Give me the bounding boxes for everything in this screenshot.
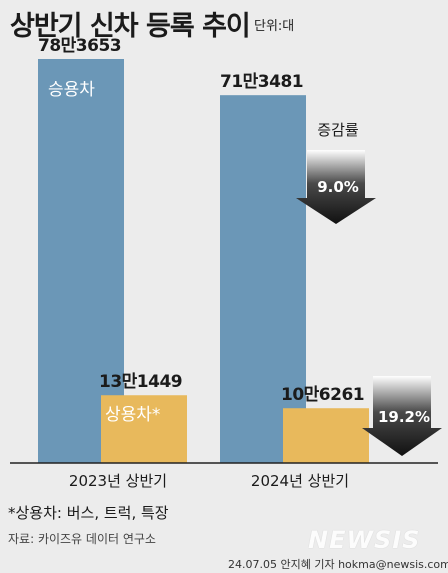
chart-title: 상반기 신차 등록 추이 (10, 11, 251, 42)
credit-text: 24.07.05 안지혜 기자 hokma@newsis.com (228, 558, 448, 571)
bar-commercial-2 (283, 408, 369, 463)
category-label-1: 2023년 상반기 (69, 472, 167, 490)
series-label-commercial: 상용차* (105, 405, 160, 425)
change-commercial-value: 19.2% (378, 408, 430, 426)
series-label-passenger: 승용차 (48, 80, 95, 100)
value-label-passenger-2: 71만3481 (220, 72, 303, 92)
bar-commercial-1 (101, 395, 187, 463)
change-passenger-value: 9.0% (317, 178, 359, 196)
source-text: 자료: 카이즈유 데이터 연구소 (8, 532, 156, 546)
newsis-watermark: NEWSIS (308, 526, 421, 554)
value-label-commercial-2: 10만6261 (281, 385, 364, 405)
change-commercial-arrow (362, 376, 442, 456)
category-label-2: 2024년 상반기 (251, 472, 349, 490)
unit-label: 단위:대 (254, 19, 295, 34)
change-rate-label: 증감률 (317, 121, 359, 139)
value-label-commercial-1: 13만1449 (99, 372, 182, 392)
value-label-passenger-1: 78만3653 (38, 36, 121, 56)
bar-passenger-2 (220, 95, 306, 463)
footnote: *상용차: 버스, 트럭, 특장 (8, 504, 169, 522)
change-passenger-arrow (296, 150, 376, 224)
